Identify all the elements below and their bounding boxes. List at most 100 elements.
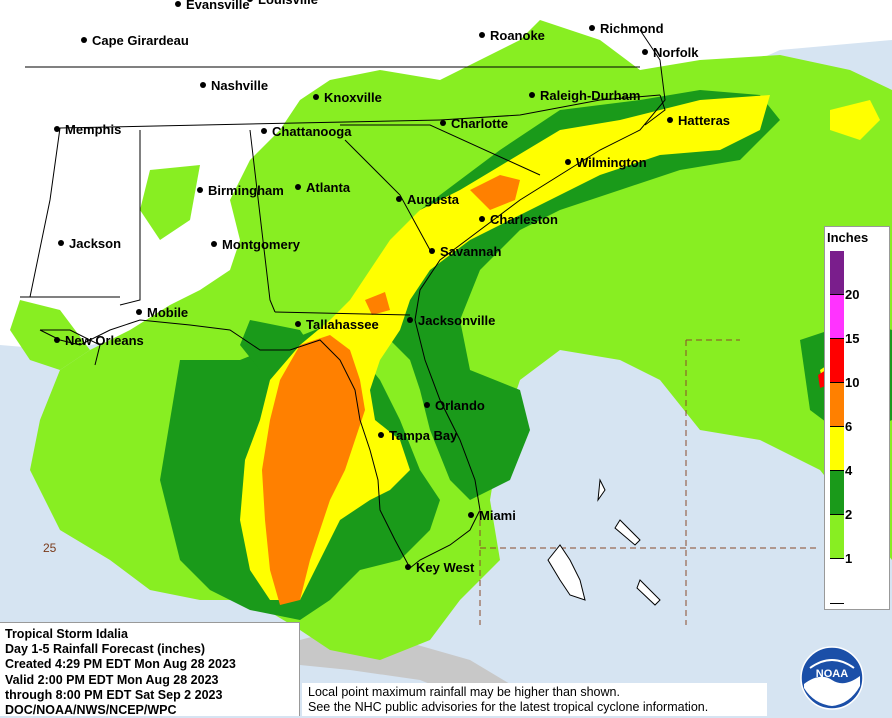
city-marker: Richmond (589, 21, 664, 36)
city-dot (468, 512, 474, 518)
logo-text: NOAA (816, 668, 848, 680)
city-dot (261, 128, 267, 134)
city-marker: Jackson (58, 236, 121, 251)
city-marker: Nashville (200, 78, 268, 93)
city-marker: New Orleans (54, 333, 144, 348)
city-dot (407, 317, 413, 323)
agency-credit: DOC/NOAA/NWS/NCEP/WPC (5, 703, 177, 718)
city-marker: Raleigh-Durham (529, 88, 640, 103)
city-marker: Knoxville (313, 90, 382, 105)
city-label: Key West (416, 560, 475, 575)
city-marker: Chattanooga (261, 124, 352, 139)
storm-name: Tropical Storm Idalia (5, 627, 128, 641)
boundaries (20, 29, 666, 569)
city-dot (405, 564, 411, 570)
city-label: Atlanta (306, 180, 351, 195)
rainfall-legend: Inches 20 15 10 6 4 2 1 (824, 226, 890, 610)
disclaimer-line-1: Local point maximum rainfall may be high… (308, 685, 620, 699)
city-label: Evansville (186, 0, 250, 12)
city-dot (378, 432, 384, 438)
city-dot (54, 126, 60, 132)
city-label: Jackson (69, 236, 121, 251)
bahamas-islands (547, 478, 661, 606)
legend-tick-label: 15 (845, 331, 860, 346)
city-marker: Jacksonville (407, 313, 495, 328)
city-dot (295, 184, 301, 190)
city-marker: Atlanta (295, 180, 351, 195)
legend-swatch (830, 559, 844, 604)
city-marker: Evansville (175, 0, 250, 12)
city-label: Nashville (211, 78, 268, 93)
city-dot (429, 248, 435, 254)
city-marker: Tallahassee (295, 317, 379, 332)
legend-swatch (830, 515, 844, 559)
city-dot (295, 321, 301, 327)
city-label: New Orleans (65, 333, 144, 348)
city-marker: Birmingham (197, 183, 284, 198)
city-marker: Charleston (479, 212, 558, 227)
city-label: Miami (479, 508, 516, 523)
city-dot (667, 117, 673, 123)
legend-swatch (830, 427, 844, 471)
city-label: Jacksonville (418, 313, 495, 328)
city-dot (642, 49, 648, 55)
legend-swatch (830, 295, 844, 339)
city-marker: Savannah (429, 244, 501, 259)
legend-swatch (830, 471, 844, 515)
city-dot (247, 0, 253, 2)
latitude-label: 25 (43, 541, 57, 555)
legend-tick-label: 1 (845, 551, 853, 566)
city-marker: Roanoke (479, 28, 545, 43)
legend-swatch (830, 251, 844, 295)
city-label: Norfolk (653, 45, 699, 60)
disclaimer: Local point maximum rainfall may be high… (302, 683, 767, 716)
city-dot (54, 337, 60, 343)
through-time: through 8:00 PM EDT Sat Sep 2 2023 (5, 687, 223, 702)
legend-tick-label: 10 (845, 375, 860, 390)
forecast-title: Day 1-5 Rainfall Forecast (inches) (5, 642, 206, 657)
noaa-logo-icon: NOAA (800, 646, 864, 710)
city-marker: Augusta (396, 192, 460, 207)
city-dot (529, 92, 535, 98)
valid-time: Valid 2:00 PM EDT Mon Aug 28 2023 (5, 672, 219, 687)
city-dot (565, 159, 571, 165)
city-dot (479, 32, 485, 38)
city-label: Augusta (407, 192, 460, 207)
city-label: Mobile (147, 305, 188, 320)
city-label: Savannah (440, 244, 501, 259)
city-label: Charlotte (451, 116, 508, 131)
city-marker: Louisville (247, 0, 318, 7)
city-label: Memphis (65, 122, 121, 137)
legend-tick-label: 20 (845, 287, 860, 302)
city-marker: Cape Girardeau (81, 33, 189, 48)
city-marker: Orlando (424, 398, 485, 413)
forecast-info-panel: Tropical Storm Idalia Day 1-5 Rainfall F… (0, 622, 300, 718)
legend-title: Inches (827, 230, 869, 245)
city-dot (197, 187, 203, 193)
latlon-grid (479, 339, 820, 625)
city-marker: Wilmington (565, 155, 647, 170)
city-label: Knoxville (324, 90, 382, 105)
legend-swatch (830, 383, 844, 427)
city-marker: Norfolk (642, 45, 699, 60)
city-dot (589, 25, 595, 31)
city-dot (81, 37, 87, 43)
city-dot (136, 309, 142, 315)
city-label: Charleston (490, 212, 558, 227)
city-marker: Charlotte (440, 116, 508, 131)
legend-swatch (830, 339, 844, 383)
city-dot (313, 94, 319, 100)
legend-tick-label: 2 (845, 507, 853, 522)
city-label: Tampa Bay (389, 428, 458, 443)
city-label: Raleigh-Durham (540, 88, 640, 103)
city-label: Louisville (258, 0, 318, 7)
city-dot (211, 241, 217, 247)
city-dot (200, 82, 206, 88)
city-label: Orlando (435, 398, 485, 413)
city-label: Hatteras (678, 113, 730, 128)
city-label: Tallahassee (306, 317, 379, 332)
legend-tick-label: 4 (845, 463, 853, 478)
city-label: Roanoke (490, 28, 545, 43)
legend-tick-label: 6 (845, 419, 853, 434)
